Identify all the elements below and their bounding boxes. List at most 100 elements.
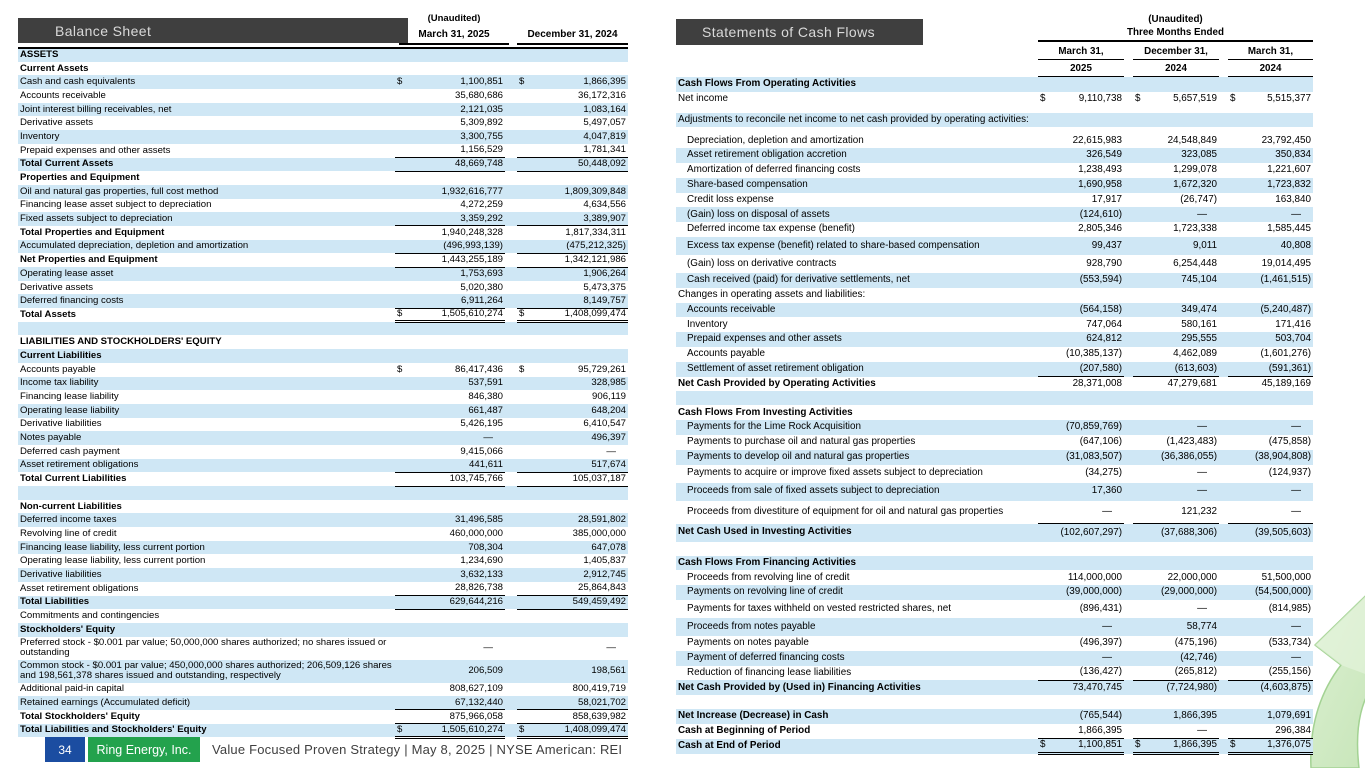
value-cell [1052, 405, 1124, 420]
table-row: Additional paid-in capital 808,627,109 800… [18, 683, 628, 697]
value-cell: (7,724,980) [1147, 680, 1219, 696]
table-row: Changes in operating assets and liabilit… [676, 288, 1313, 303]
value-cell: 296,384 [1242, 723, 1313, 740]
table-row: Fixed assets subject to depreciation 3,35… [18, 212, 628, 227]
table-row: Total Properties and Equipment 1,940,248,… [18, 226, 628, 240]
row-label: Payments to purchase oil and natural gas… [687, 436, 916, 448]
column-gap [1219, 255, 1228, 273]
value-cell [411, 171, 505, 185]
table-row: Deferred income tax expense (benefit) 2,8… [676, 222, 1313, 237]
spacer-row [676, 695, 1313, 709]
table-row: Operating lease liability, less current … [18, 554, 628, 568]
value-cell: 1,753,693 [411, 267, 505, 281]
value-cell: 25,864,843 [533, 581, 628, 596]
column-gap [1124, 133, 1133, 148]
dollar-sign-cell [517, 89, 533, 103]
dollar-sign-cell [1133, 420, 1147, 435]
value-cell: — [1052, 650, 1124, 666]
column-gap [1124, 361, 1133, 377]
value-cell: — [1197, 467, 1207, 479]
column-gap [505, 267, 517, 281]
table-row: Accounts payable (10,385,137) 4,462,089 (1,… [676, 347, 1313, 362]
table-row: (Gain) loss on derivative contracts 928,7… [676, 255, 1313, 273]
company-badge: Ring Energy, Inc. [88, 737, 200, 762]
dollar-sign-cell [517, 102, 533, 117]
dollar-sign-cell [1133, 302, 1147, 318]
value-cell: 99,437 [1052, 236, 1124, 255]
table-row: Oil and natural gas properties, full cos… [18, 184, 628, 199]
row-label: Current Liabilities [18, 349, 395, 363]
column-gap [1124, 501, 1133, 524]
value-cell: (496,397) [1079, 637, 1122, 649]
value-cell: (124,937) [1268, 467, 1311, 479]
dollar-sign-cell [395, 89, 411, 103]
value-cell: 846,380 [468, 391, 503, 402]
cash-flows-month-header-2: December 31, [1133, 44, 1219, 60]
dollar-sign-cell [517, 171, 533, 185]
value-cell [533, 321, 628, 336]
dollar-sign-cell [517, 683, 533, 697]
balance-sheet-table: ASSETS Current Assets Cash and cash equiva… [18, 47, 628, 739]
value-cell: 3,632,133 [411, 568, 505, 582]
table-row: Cash Flows From Financing Activities [676, 555, 1313, 571]
value-cell [411, 500, 505, 514]
value-cell [1242, 555, 1313, 571]
column-gap [1219, 133, 1228, 148]
column-gap [505, 390, 517, 404]
column-gap [505, 48, 517, 62]
table-row: Retained earnings (Accumulated deficit) 6… [18, 696, 628, 711]
dollar-sign-cell [1228, 112, 1242, 128]
column-gap [1124, 92, 1133, 107]
row-label: Fixed assets subject to depreciation [18, 212, 395, 226]
dollar-sign-cell [1133, 650, 1147, 666]
value-cell: 1,408,099,474 [533, 308, 628, 324]
dollar-sign-cell: $ [519, 363, 525, 375]
dollar-sign-cell [395, 212, 411, 227]
value-cell [411, 48, 505, 62]
value-cell: 503,704 [1242, 332, 1313, 347]
value-cell: — [411, 431, 505, 445]
column-gap [505, 75, 517, 90]
table-row: Total Liabilities and Stockholders' Equi… [18, 723, 628, 739]
value-cell: 40,808 [1242, 236, 1313, 255]
value-cell: 9,415,066 [460, 445, 503, 457]
dollar-sign-cell [1038, 288, 1052, 303]
row-label: Properties and Equipment [20, 172, 140, 183]
dollar-sign-cell [1038, 405, 1052, 420]
company-name: Ring Energy, Inc. [96, 742, 192, 757]
dollar-sign-cell [517, 226, 533, 240]
row-label: Proceeds from revolving line of credit [687, 571, 850, 583]
dollar-sign-cell [1228, 680, 1242, 696]
value-cell: (475,858) [1268, 436, 1311, 448]
table-row: Cash and cash equivalents $1,100,851 $1,86… [18, 75, 628, 90]
value-cell: 580,161 [1181, 318, 1217, 330]
value-cell: 708,304 [411, 540, 505, 555]
value-cell: 67,132,440 [411, 696, 505, 711]
column-gap [1124, 163, 1133, 178]
value-cell: 1,723,832 [1242, 177, 1313, 193]
column-gap [505, 472, 517, 486]
row-label: Income tax liability [18, 376, 395, 391]
value-cell: (29,000,000) [1147, 585, 1219, 600]
dollar-sign-cell [517, 595, 533, 610]
dollar-sign-cell [395, 62, 411, 76]
row-label: Prepaid expenses and other assets [676, 332, 1038, 347]
dollar-sign-cell [517, 212, 533, 227]
value-cell: 23,792,450 [1261, 134, 1311, 146]
column-gap [505, 62, 517, 76]
dollar-sign-cell [1228, 255, 1242, 273]
table-row: Net income $9,110,738 $5,657,519 $5,515,377 [676, 92, 1313, 107]
dollar-sign-cell [517, 581, 533, 596]
value-cell: (70,859,769) [1052, 420, 1124, 435]
dollar-sign-cell: $ [517, 308, 533, 324]
table-row: Income tax liability 537,591 328,985 [18, 376, 628, 391]
dollar-sign-cell [1133, 272, 1147, 288]
column-gap [1124, 255, 1133, 273]
value-cell: — [1242, 650, 1313, 666]
value-cell: 3,300,755 [411, 130, 505, 144]
dollar-sign-cell [1038, 435, 1052, 450]
column-gap [1124, 570, 1133, 585]
row-label: Total Properties and Equipment [20, 226, 165, 238]
value-cell: 28,591,802 [533, 513, 628, 528]
value-cell: 28,826,738 [411, 581, 505, 596]
